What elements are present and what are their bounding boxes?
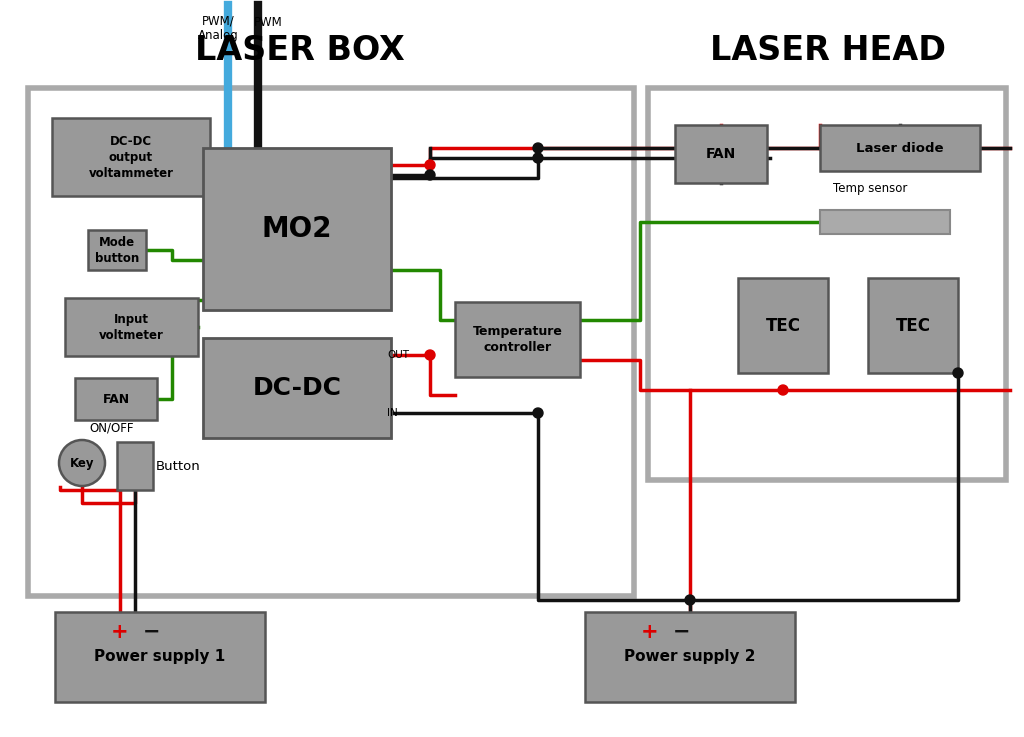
Bar — [55, 612, 265, 702]
Bar — [738, 278, 828, 373]
Text: FAN: FAN — [102, 393, 130, 405]
Text: LASER BOX: LASER BOX — [196, 33, 404, 66]
Bar — [75, 378, 157, 420]
Text: Power supply 1: Power supply 1 — [94, 649, 225, 665]
Bar — [675, 125, 767, 183]
Text: LASER HEAD: LASER HEAD — [710, 33, 946, 66]
Bar — [203, 338, 391, 438]
Circle shape — [425, 350, 435, 360]
Text: OUT: OUT — [387, 350, 409, 360]
Circle shape — [534, 153, 543, 163]
Text: Power supply 2: Power supply 2 — [625, 649, 756, 665]
Text: IN: IN — [387, 408, 397, 418]
Circle shape — [534, 143, 543, 153]
Text: Laser diode: Laser diode — [856, 142, 944, 155]
Bar — [820, 125, 980, 171]
Text: Button: Button — [156, 459, 201, 472]
Text: Key: Key — [70, 456, 94, 469]
Circle shape — [534, 408, 543, 418]
Text: Temp sensor: Temp sensor — [833, 182, 907, 195]
Text: DC-DC
output
voltammeter: DC-DC output voltammeter — [88, 134, 173, 180]
Text: −: − — [143, 622, 161, 642]
Circle shape — [778, 385, 788, 395]
Bar — [65, 298, 198, 356]
Bar — [28, 88, 634, 596]
Bar — [52, 118, 210, 196]
Text: FAN: FAN — [706, 147, 736, 161]
Text: Temperature
controller: Temperature controller — [472, 325, 562, 354]
Circle shape — [425, 170, 435, 180]
Text: +: + — [112, 622, 129, 642]
Text: ON/OFF: ON/OFF — [90, 422, 134, 435]
Text: Input
voltmeter: Input voltmeter — [99, 312, 164, 341]
Text: PWM: PWM — [254, 15, 283, 29]
Bar — [868, 278, 958, 373]
Circle shape — [953, 368, 963, 378]
Text: +: + — [641, 622, 658, 642]
Text: TEC: TEC — [766, 316, 801, 335]
Bar — [648, 88, 1006, 480]
Text: TEC: TEC — [896, 316, 931, 335]
Bar — [203, 148, 391, 310]
Circle shape — [685, 595, 695, 605]
Bar — [88, 230, 146, 270]
Text: Mode
button: Mode button — [95, 236, 139, 265]
Text: PWM/
Analog: PWM/ Analog — [198, 14, 239, 42]
Bar — [455, 302, 580, 377]
Text: DC-DC: DC-DC — [253, 376, 341, 400]
Text: MO2: MO2 — [262, 215, 332, 243]
Text: −: − — [673, 622, 691, 642]
Circle shape — [59, 440, 105, 486]
Circle shape — [425, 160, 435, 170]
Bar — [117, 442, 153, 490]
Bar — [585, 612, 795, 702]
Bar — [820, 210, 950, 234]
